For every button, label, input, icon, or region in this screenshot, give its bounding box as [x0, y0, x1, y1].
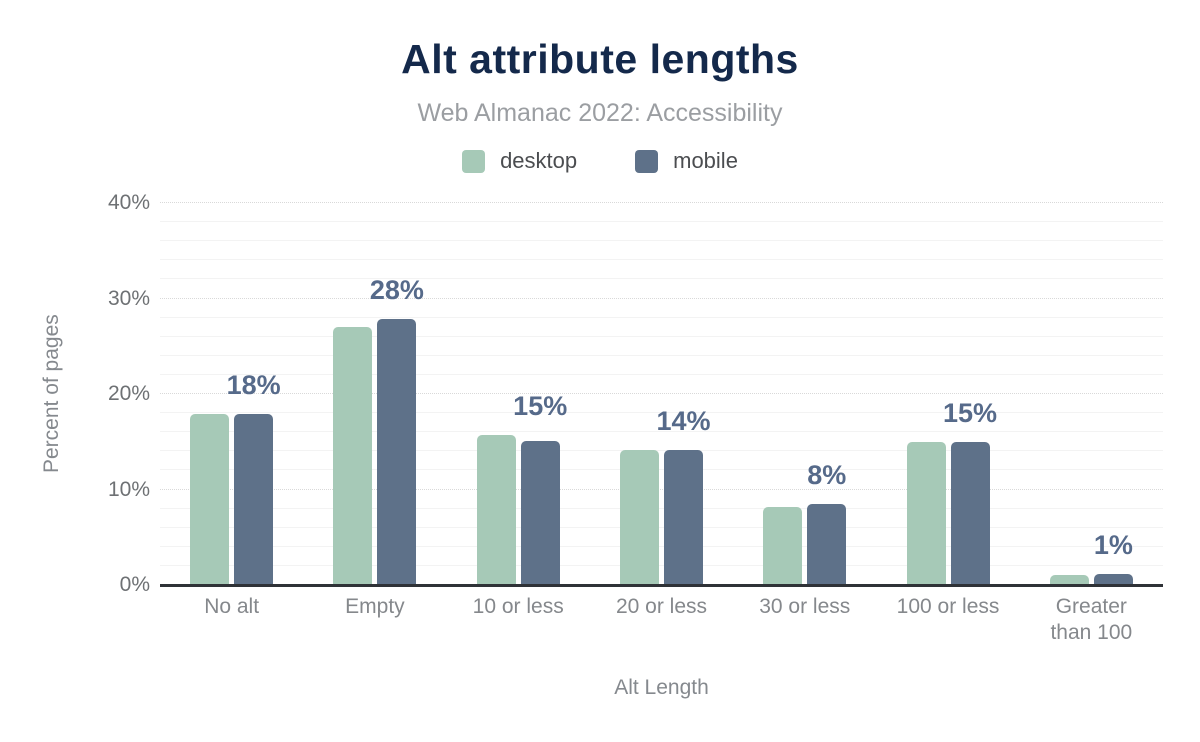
bar-group: 15% — [876, 203, 1019, 585]
y-tick-label: 10% — [107, 477, 150, 501]
minor-gridline — [160, 354, 1163, 356]
plot-area: 18% 28% 15% 14% 8% 15% 1% — [160, 202, 1163, 587]
bar-value-label: 28% — [369, 275, 424, 305]
minor-gridline — [160, 469, 1163, 471]
desktop-bar[interactable] — [906, 442, 946, 585]
x-category-label: Empty — [345, 595, 405, 618]
bar-group: 15% — [447, 203, 590, 585]
chart-title: Alt attribute lengths — [401, 36, 799, 82]
bar-value-label: 1% — [1093, 530, 1133, 560]
chart-subtitle: Web Almanac 2022: Accessibility — [417, 99, 783, 127]
minor-gridline — [160, 507, 1163, 509]
x-axis-labels: No alt Empty 10 or less 20 or less 30 or les… — [160, 594, 1163, 647]
y-axis-ticks: 0% 10% 20% 30% 40% — [0, 191, 150, 596]
x-category-label: No alt — [204, 595, 260, 618]
minor-gridline — [160, 412, 1163, 414]
minor-gridline — [160, 526, 1163, 528]
minor-gridline — [160, 278, 1163, 280]
minor-gridline — [160, 259, 1163, 261]
major-gridline — [160, 488, 1163, 490]
legend-item-desktop[interactable]: desktop — [462, 148, 577, 174]
y-tick-label: 30% — [107, 286, 150, 310]
minor-gridline — [160, 240, 1163, 242]
x-category-label: 10 or less — [472, 595, 564, 618]
mobile-bar[interactable] — [1093, 574, 1133, 585]
bar-value-label: 8% — [807, 460, 847, 490]
legend-item-mobile[interactable]: mobile — [635, 148, 738, 174]
mobile-bar[interactable] — [950, 442, 990, 585]
bar-value-label: 14% — [656, 406, 711, 436]
mobile-bar[interactable] — [377, 319, 417, 585]
minor-gridline — [160, 450, 1163, 452]
desktop-bar[interactable] — [1049, 575, 1089, 585]
bar-group: 28% — [303, 203, 446, 585]
desktop-bar[interactable] — [190, 414, 230, 585]
y-tick-label: 40% — [107, 191, 150, 214]
x-category-label: 30 or less — [759, 595, 851, 618]
bar-value-label: 15% — [513, 391, 568, 421]
desktop-bar[interactable] — [619, 450, 659, 585]
minor-gridline — [160, 316, 1163, 318]
legend-label-desktop: desktop — [500, 148, 578, 173]
x-axis-baseline — [160, 584, 1163, 587]
mobile-bar[interactable] — [520, 441, 560, 585]
desktop-bar[interactable] — [763, 507, 803, 585]
mobile-bar[interactable] — [663, 450, 703, 585]
x-category-label: 20 or less — [615, 595, 707, 618]
mobile-swatch-icon — [635, 149, 659, 173]
major-gridline — [160, 202, 1163, 203]
desktop-swatch-icon — [462, 149, 486, 173]
bar-group: 18% — [160, 203, 303, 585]
x-category-label: Greater than 100 — [1050, 595, 1133, 645]
legend-label-mobile: mobile — [673, 148, 738, 173]
major-gridline — [160, 297, 1163, 299]
bar-group: 8% — [733, 203, 876, 585]
desktop-bar[interactable] — [476, 435, 516, 585]
y-tick-label: 0% — [119, 573, 150, 596]
legend: desktop mobile — [0, 148, 1200, 174]
mobile-bar[interactable] — [807, 504, 847, 585]
minor-gridline — [160, 545, 1163, 547]
minor-gridline — [160, 335, 1163, 337]
bar-group: 14% — [590, 203, 733, 585]
minor-gridline — [160, 373, 1163, 375]
minor-gridline — [160, 221, 1163, 223]
y-tick-label: 20% — [107, 382, 150, 405]
bar-group: 1% — [1020, 203, 1163, 585]
x-category-label: 100 or less — [896, 595, 1000, 618]
bar-value-label: 18% — [226, 370, 281, 400]
bar-groups: 18% 28% 15% 14% 8% 15% 1% — [160, 203, 1163, 585]
minor-gridline — [160, 431, 1163, 433]
x-axis-title: Alt Length — [614, 676, 709, 699]
desktop-bar[interactable] — [333, 327, 373, 585]
minor-gridline — [160, 564, 1163, 566]
mobile-bar[interactable] — [234, 414, 274, 585]
bar-value-label: 15% — [943, 398, 998, 428]
major-gridline — [160, 393, 1163, 394]
